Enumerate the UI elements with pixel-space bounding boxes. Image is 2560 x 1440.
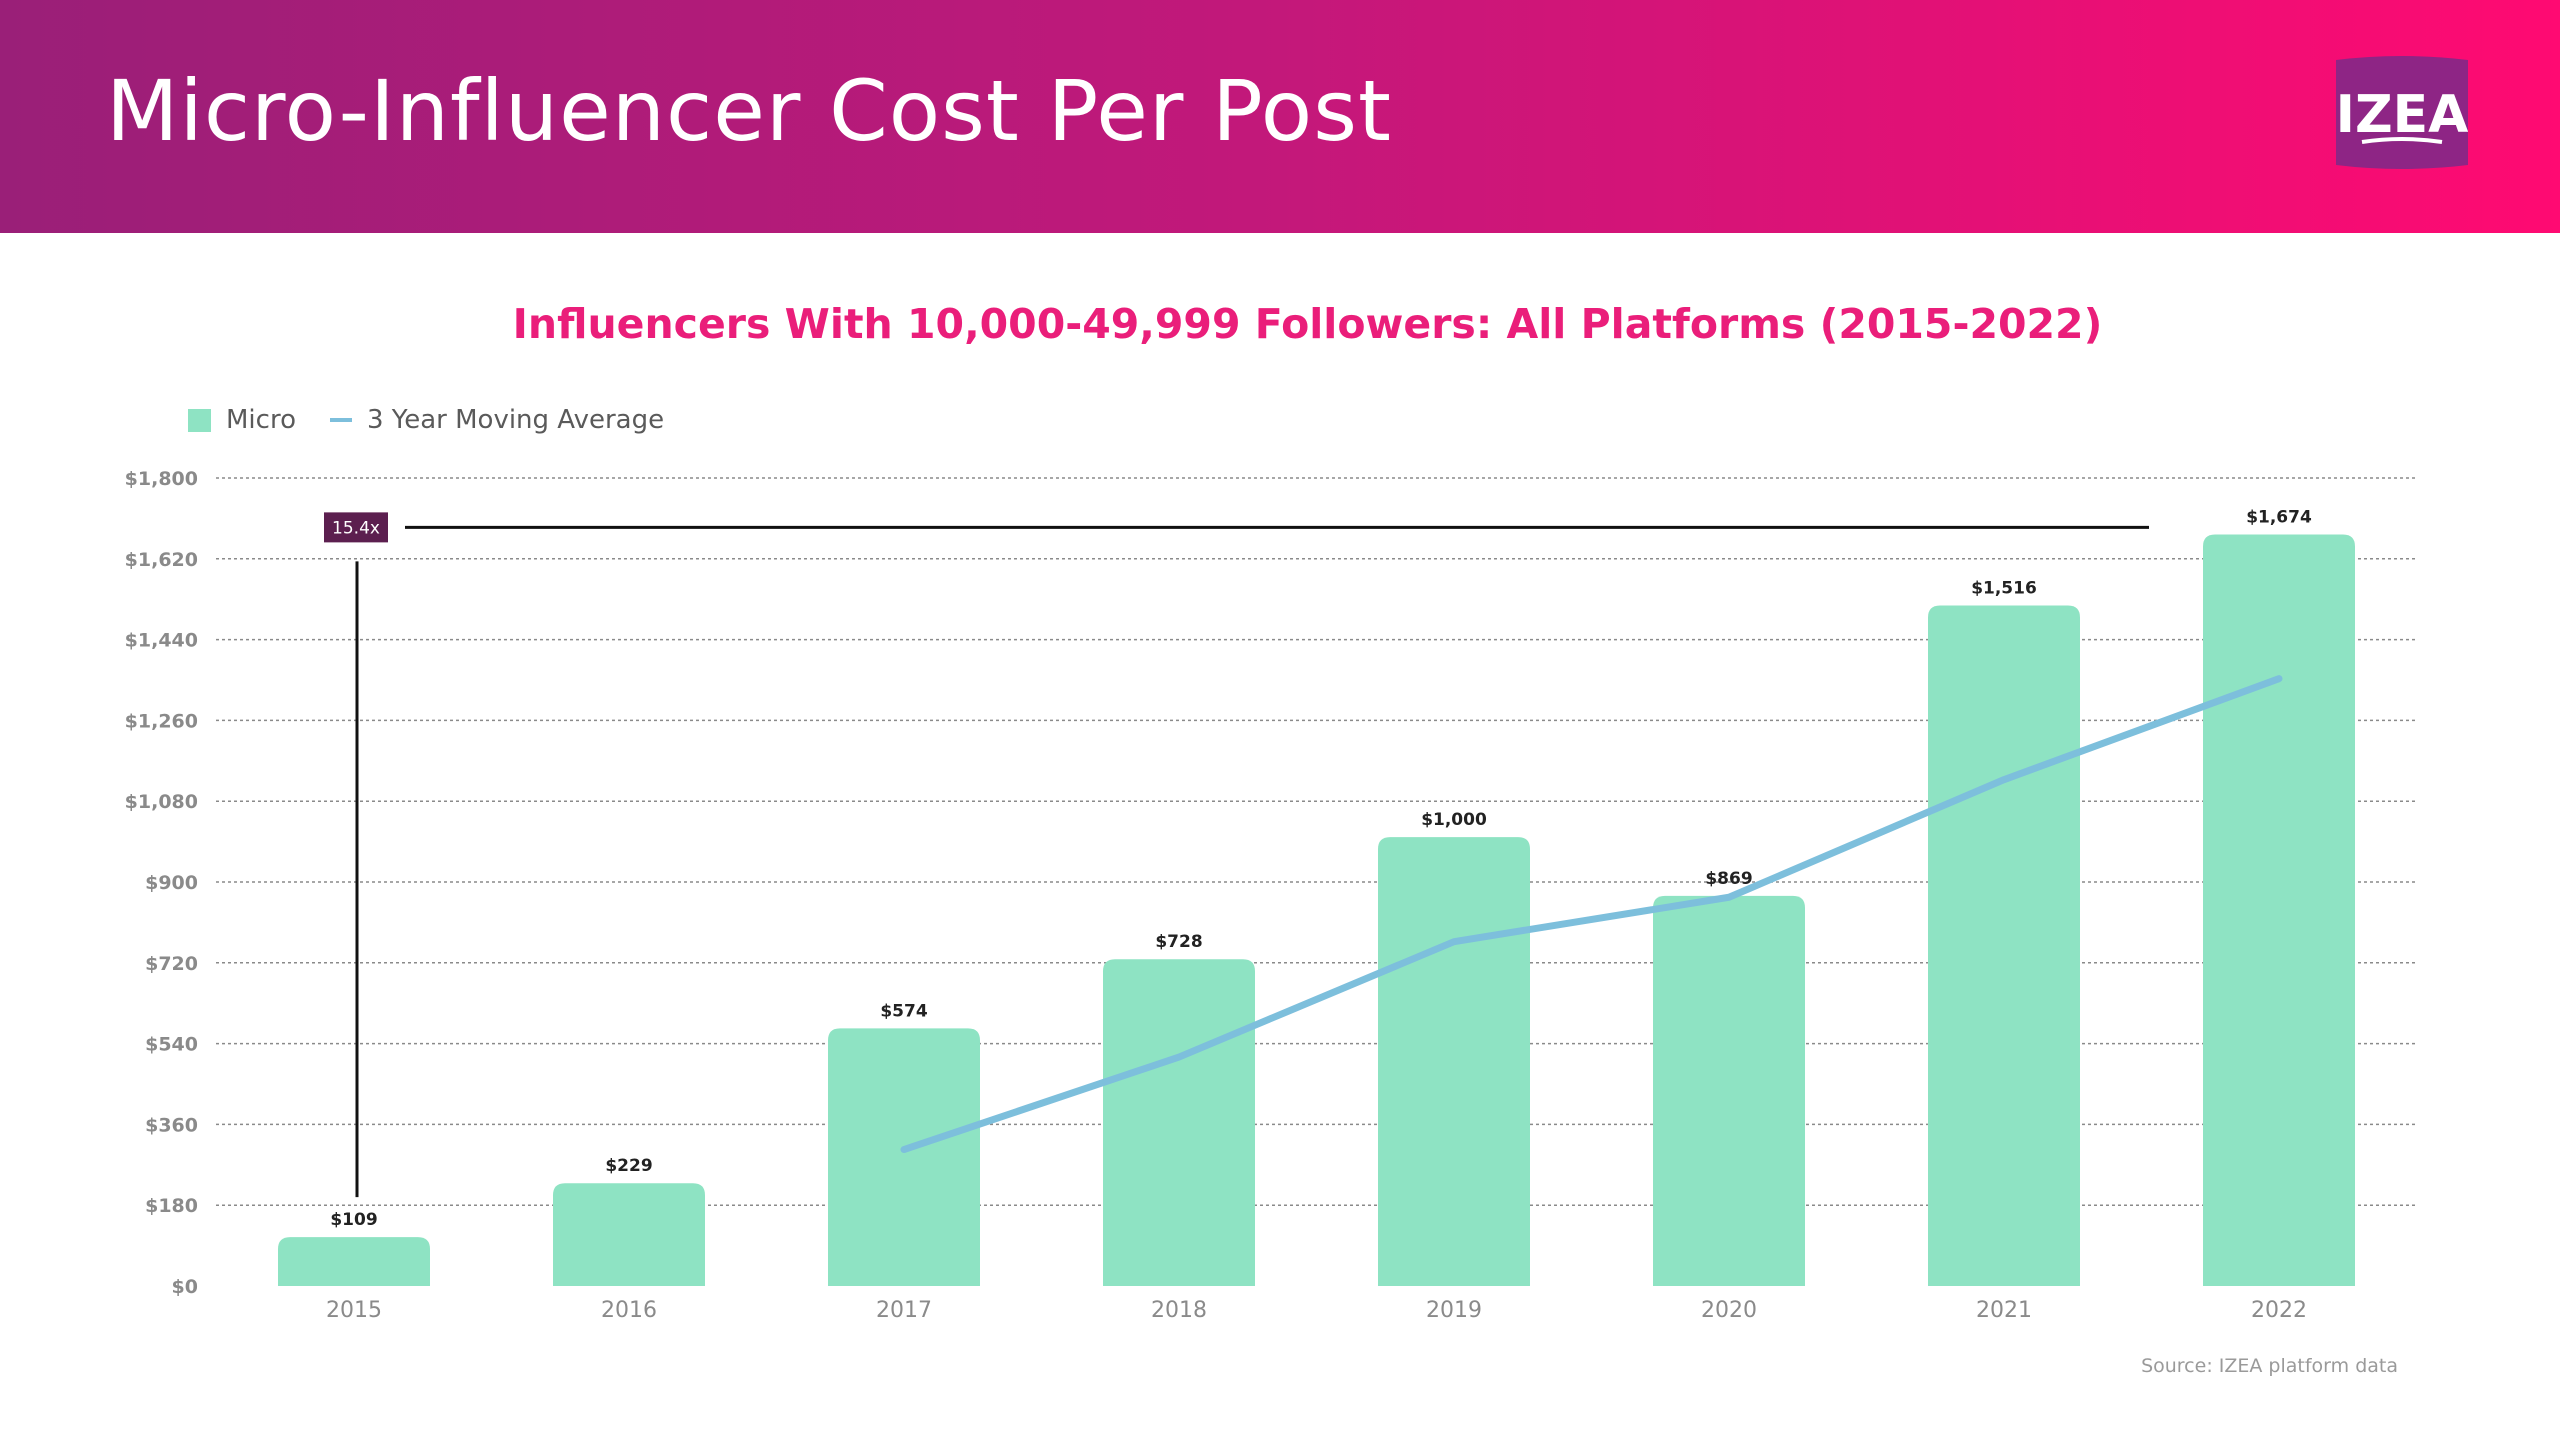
x-tick-label: 2020 [1701,1298,1757,1323]
x-tick-label: 2017 [876,1298,932,1323]
y-tick-label: $1,080 [125,791,198,813]
chart-title: Influencers With 10,000-49,999 Followers… [512,300,2103,348]
bar-2015 [278,1237,430,1286]
izea-logo: IZEA [2336,56,2468,169]
bar-value-label: $229 [605,1156,652,1176]
bar-value-label: $1,000 [1421,810,1487,830]
bar-value-label: $1,674 [2246,508,2312,528]
bar-value-label: $1,516 [1971,578,2037,598]
x-tick-label: 2019 [1426,1298,1482,1323]
y-tick-label: $1,620 [125,549,198,571]
y-tick-label: $1,260 [125,710,198,732]
x-tick-label: 2018 [1151,1298,1207,1323]
x-tick-label: 2016 [601,1298,657,1323]
bar-value-label: $869 [1705,869,1752,889]
logo-text: IZEA [2336,85,2468,145]
x-tick-label: 2022 [2251,1298,2307,1323]
bar-2017 [828,1028,980,1286]
bar-2021 [1928,605,2080,1286]
bar-2018 [1103,959,1255,1286]
bar-value-label: $728 [1155,932,1202,952]
y-tick-label: $0 [172,1276,198,1298]
bar-value-label: $574 [880,1001,927,1021]
bar-value-label: $109 [330,1210,377,1230]
page-title: Micro-Influencer Cost Per Post [106,62,1392,160]
bar-2019 [1378,837,1530,1286]
y-tick-label: $1,800 [125,468,198,490]
legend-swatch-moving-average [329,418,352,422]
y-tick-label: $900 [145,872,198,894]
chart-legend: Micro 3 Year Moving Average [188,400,664,440]
y-tick-label: $720 [145,953,198,975]
header-banner: Micro-Influencer Cost Per Post IZEA [0,0,2560,233]
y-tick-label: $180 [145,1195,198,1217]
source-note: Source: IZEA platform data [2141,1355,2398,1377]
legend-label-micro: Micro [226,405,296,435]
x-tick-label: 2015 [326,1298,382,1323]
annotation-label: 15.4x [332,518,380,538]
bar-2022 [2203,534,2355,1286]
x-tick-label: 2021 [1976,1298,2032,1323]
y-tick-label: $540 [145,1034,198,1056]
bar-2016 [553,1183,705,1286]
y-tick-label: $360 [145,1114,198,1136]
y-tick-label: $1,440 [125,630,198,652]
annotation-box [324,512,388,543]
legend-label-moving-average: 3 Year Moving Average [366,405,665,435]
moving-average-line [900,675,2283,1154]
bar-2020 [1653,895,1805,1286]
legend-swatch-micro [188,408,211,432]
